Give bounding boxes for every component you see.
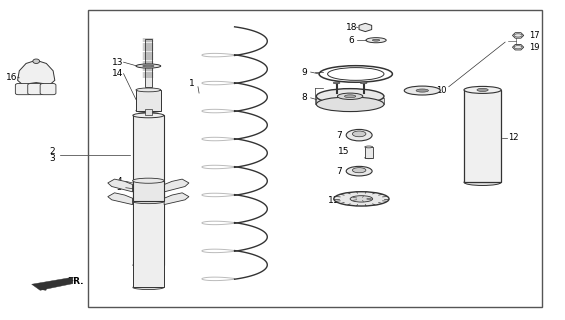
Ellipse shape — [136, 109, 161, 113]
Ellipse shape — [366, 38, 386, 43]
Polygon shape — [108, 193, 133, 204]
FancyBboxPatch shape — [40, 84, 56, 95]
Ellipse shape — [337, 93, 363, 100]
Text: 8: 8 — [301, 93, 307, 102]
Ellipse shape — [133, 263, 164, 267]
Ellipse shape — [133, 199, 164, 204]
Ellipse shape — [372, 39, 380, 41]
Text: 14: 14 — [112, 69, 124, 78]
Bar — [464, 90, 501, 182]
Bar — [145, 109, 152, 116]
Bar — [133, 201, 164, 287]
Polygon shape — [18, 60, 55, 87]
Ellipse shape — [333, 82, 340, 84]
Text: 7: 7 — [336, 167, 342, 176]
Ellipse shape — [353, 131, 366, 137]
Bar — [133, 116, 164, 265]
Ellipse shape — [404, 86, 440, 95]
Text: 18: 18 — [346, 23, 357, 32]
Ellipse shape — [365, 146, 373, 148]
Ellipse shape — [143, 65, 154, 67]
Text: 4: 4 — [116, 177, 122, 186]
Ellipse shape — [133, 178, 164, 183]
Ellipse shape — [345, 95, 356, 98]
Bar — [316, 98, 384, 104]
Ellipse shape — [136, 88, 161, 92]
Ellipse shape — [133, 113, 164, 118]
Text: 10: 10 — [436, 86, 447, 95]
Text: 19: 19 — [529, 43, 540, 52]
Ellipse shape — [464, 179, 501, 186]
Ellipse shape — [350, 196, 373, 202]
Text: 11: 11 — [328, 196, 339, 205]
Text: 9: 9 — [301, 68, 307, 76]
Ellipse shape — [346, 166, 372, 176]
Ellipse shape — [136, 64, 161, 68]
Ellipse shape — [365, 157, 373, 159]
Text: 2: 2 — [50, 147, 55, 156]
Text: 1: 1 — [189, 79, 195, 88]
FancyBboxPatch shape — [15, 84, 31, 95]
Ellipse shape — [319, 66, 393, 82]
Ellipse shape — [360, 82, 367, 84]
Bar — [145, 39, 152, 87]
Ellipse shape — [334, 192, 389, 206]
Text: 12: 12 — [508, 133, 519, 142]
Bar — [136, 90, 161, 111]
Ellipse shape — [133, 285, 164, 290]
Ellipse shape — [346, 129, 372, 141]
Polygon shape — [164, 193, 189, 204]
Ellipse shape — [316, 97, 384, 112]
Ellipse shape — [416, 89, 428, 92]
Bar — [133, 181, 164, 201]
Text: 15: 15 — [338, 147, 349, 156]
Polygon shape — [32, 277, 73, 290]
Ellipse shape — [328, 68, 384, 80]
Polygon shape — [164, 179, 189, 192]
FancyBboxPatch shape — [28, 84, 44, 95]
Text: 5: 5 — [116, 183, 122, 192]
Ellipse shape — [464, 86, 501, 93]
Text: 6: 6 — [349, 36, 354, 45]
Text: 13: 13 — [112, 58, 124, 67]
Text: FR.: FR. — [67, 277, 84, 286]
Polygon shape — [108, 179, 133, 192]
Bar — [365, 147, 373, 158]
Ellipse shape — [33, 59, 40, 63]
Ellipse shape — [477, 88, 488, 92]
Text: 16: 16 — [6, 73, 18, 82]
Ellipse shape — [353, 168, 366, 173]
Text: 7: 7 — [336, 131, 342, 140]
Ellipse shape — [316, 89, 384, 104]
Bar — [88, 10, 542, 307]
Text: 17: 17 — [529, 31, 540, 40]
Text: 3: 3 — [50, 154, 55, 163]
